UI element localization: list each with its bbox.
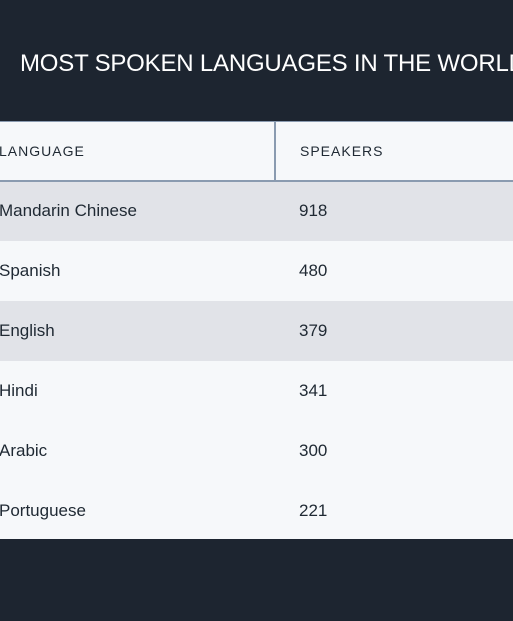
cell-language: Portuguese — [0, 480, 275, 539]
languages-table-container: LANGUAGE SPEAKERS Mandarin Chinese 918 S… — [0, 121, 513, 539]
table-row: Hindi 341 — [0, 360, 513, 421]
cell-language: Mandarin Chinese — [0, 180, 275, 241]
cell-speakers: 918 — [275, 180, 513, 241]
cell-language: Hindi — [0, 360, 275, 421]
languages-table: LANGUAGE SPEAKERS Mandarin Chinese 918 S… — [0, 121, 513, 539]
cell-speakers: 480 — [275, 240, 513, 301]
table-row: English 379 — [0, 300, 513, 361]
cell-speakers: 300 — [275, 420, 513, 481]
cell-language: English — [0, 300, 275, 361]
cell-speakers: 221 — [275, 480, 513, 539]
cell-language: Spanish — [0, 240, 275, 301]
table-row: Spanish 480 — [0, 240, 513, 301]
cell-speakers: 341 — [275, 360, 513, 421]
table-row: Portuguese 221 — [0, 480, 513, 539]
page-title: MOST SPOKEN LANGUAGES IN THE WORLD. — [20, 50, 513, 77]
cell-language: Arabic — [0, 420, 275, 481]
column-header-speakers: SPEAKERS — [274, 121, 513, 182]
table-header-row: LANGUAGE SPEAKERS — [0, 121, 513, 182]
table-row: Arabic 300 — [0, 420, 513, 481]
column-header-language: LANGUAGE — [0, 121, 275, 182]
cell-speakers: 379 — [275, 300, 513, 361]
table-row: Mandarin Chinese 918 — [0, 180, 513, 241]
